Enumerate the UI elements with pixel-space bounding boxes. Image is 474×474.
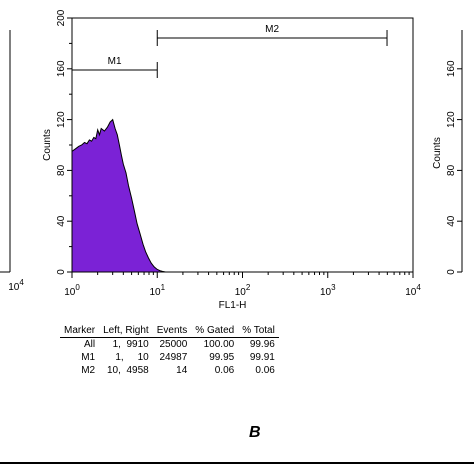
y-tick-label: 0	[56, 269, 67, 275]
x-tick-label: 102	[235, 283, 251, 298]
right-panel-y-tick-label: 120	[446, 111, 457, 128]
stats-cell: 99.95	[209, 352, 235, 363]
table-row: M1 1, 10 24987 99.95 99.91	[60, 351, 279, 364]
stats-cell: 24987	[159, 352, 188, 363]
right-panel-y-tick-label: 160	[446, 60, 457, 77]
right-panel-y-axis-title: Counts	[432, 137, 443, 169]
x-tick-label: 104	[405, 283, 421, 298]
y-tick-label: 160	[56, 60, 67, 77]
marker-label: M1	[108, 56, 122, 67]
right-panel-y-tick-label: 40	[446, 215, 457, 227]
stats-cell: 1, 10	[115, 352, 149, 363]
y-axis-title: Counts	[42, 129, 53, 161]
table-row: All 1, 9910 25000 100.00 99.96	[60, 338, 279, 352]
right-panel-y-tick-label: 0	[446, 269, 457, 275]
x-tick-label: 101	[149, 283, 165, 298]
stats-cell: 100.00	[203, 339, 235, 350]
stats-header-row: Marker Left, Right Events % Gated % Tota…	[60, 325, 279, 338]
panel-label: B	[249, 424, 261, 441]
y-tick-label: 120	[56, 111, 67, 128]
stats-cell: 0.06	[255, 365, 275, 376]
stats-header: Left, Right	[99, 325, 153, 338]
marker-stats-table: Marker Left, Right Events % Gated % Tota…	[60, 325, 279, 377]
x-tick-label: 103	[320, 283, 336, 298]
stats-cell: M2	[81, 365, 96, 376]
y-tick-label: 40	[56, 215, 67, 227]
histogram-fill	[71, 118, 166, 273]
stats-cell: M1	[81, 352, 96, 363]
stats-cell: 14	[176, 365, 188, 376]
x-tick-label: 100	[64, 283, 80, 298]
stats-header: % Gated	[191, 325, 239, 338]
table-row: M2 10, 4958 14 0.06 0.06	[60, 364, 279, 377]
stats-cell: 25000	[159, 339, 188, 350]
y-tick-label: 200	[56, 9, 67, 26]
left-panel-x-tick-label: 104	[8, 278, 24, 293]
stats-header: % Total	[238, 325, 279, 338]
x-axis-title: FL1-H	[219, 300, 247, 311]
stats-header: Events	[152, 325, 192, 338]
right-panel-y-tick-label: 80	[446, 164, 457, 176]
stats-header: Marker	[60, 325, 100, 338]
stats-cell: 0.06	[214, 365, 235, 376]
stats-cell: 99.96	[249, 339, 275, 350]
bottom-divider	[0, 462, 474, 464]
stats-cell: 1, 9910	[112, 339, 149, 350]
stats-cell: 99.91	[249, 352, 275, 363]
stats-cell: 10, 4958	[107, 365, 149, 376]
marker-label: M2	[265, 24, 279, 35]
stats-cell: All	[84, 339, 96, 350]
y-tick-label: 80	[56, 164, 67, 176]
